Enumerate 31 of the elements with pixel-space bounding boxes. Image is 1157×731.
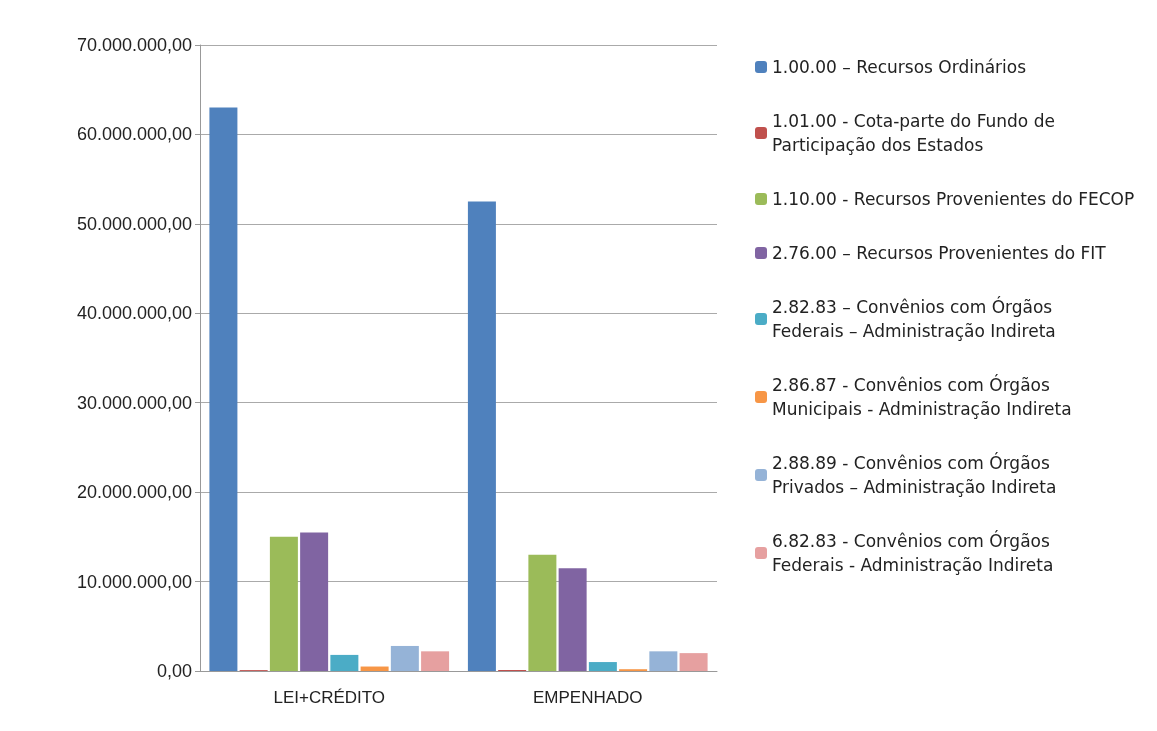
bar <box>360 666 389 671</box>
bar <box>588 662 617 671</box>
y-tick-label: 0,00 <box>156 661 192 681</box>
y-tick-label: 30.000.000,00 <box>76 392 192 413</box>
y-tick-label: 50.000.000,00 <box>76 213 192 234</box>
legend-label: 1.10.00 - Recursos Provenientes do FECOP <box>772 189 1135 209</box>
legend-label: 6.82.83 - Convênios com Órgãos Federais - Administração Indireta <box>772 530 1056 575</box>
legend-label: 1.01.00 - Cota-parte do Fundo de Participação dos Estados <box>772 111 1061 155</box>
y-tick-label: 70.000.000,00 <box>76 35 192 55</box>
legend-label: 1.00.00 – Recursos Ordinários <box>772 57 1027 77</box>
y-tick-label: 10.000.000,00 <box>76 571 192 592</box>
bar <box>300 532 329 671</box>
y-tick-label: 40.000.000,00 <box>76 303 192 324</box>
y-tick-label: 20.000.000,00 <box>76 482 192 503</box>
bar <box>558 568 587 671</box>
bar <box>330 654 359 671</box>
y-tick-label: 60.000.000,00 <box>76 124 192 145</box>
legend-label: 2.82.83 – Convênios com Órgãos Federais – Administração Indireta <box>772 296 1058 341</box>
bar <box>209 107 238 671</box>
bar <box>269 536 298 671</box>
x-tick-label: LEI+CRÉDITO <box>273 688 386 707</box>
bar <box>390 645 419 671</box>
legend-label: 2.76.00 – Recursos Provenientes do FIT <box>772 243 1107 263</box>
legend-label: 2.88.89 - Convênios com Órgãos Privados – Administração Indireta <box>772 452 1057 497</box>
bar <box>649 651 678 671</box>
x-tick-label: EMPENHADO <box>532 688 643 707</box>
legend-label: 2.86.87 - Convênios com Órgãos Municipais - Administração Indireta <box>772 374 1072 419</box>
bar <box>679 653 708 671</box>
bar <box>467 201 496 671</box>
bar <box>528 554 557 671</box>
bar <box>421 651 450 671</box>
